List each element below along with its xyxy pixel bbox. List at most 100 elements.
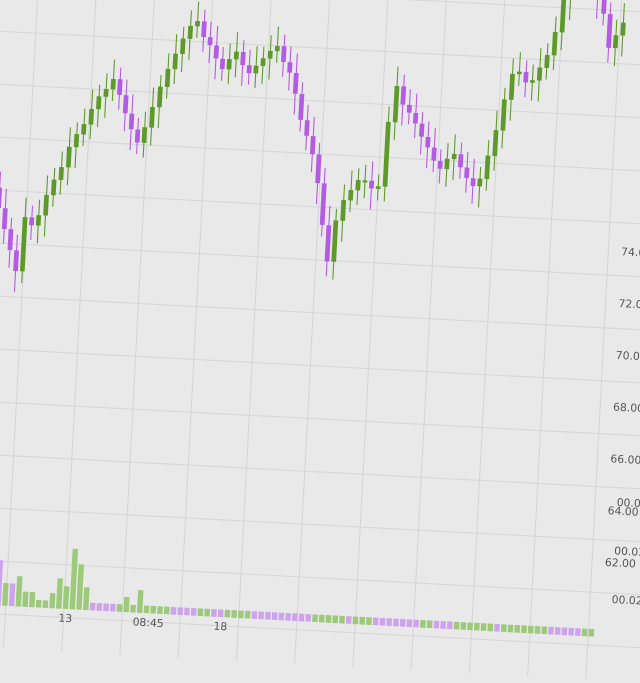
candle-body	[135, 129, 140, 142]
volume-bar	[353, 616, 359, 624]
candle-body	[530, 80, 535, 83]
volume-bar	[43, 600, 49, 608]
candle-body	[325, 225, 332, 261]
volume-bar	[339, 616, 345, 624]
grid-line-vertical	[3, 0, 39, 649]
volume-bar	[312, 614, 318, 622]
volume-bar	[373, 618, 379, 626]
volume-bar	[535, 626, 541, 634]
candle-body	[66, 147, 72, 168]
candle-body	[517, 72, 522, 75]
grid-line-horizontal	[0, 504, 640, 545]
candle-wick	[519, 52, 521, 86]
candle-body	[74, 134, 79, 147]
candle-body	[393, 86, 400, 122]
volume-bar	[555, 627, 561, 635]
volume-bar	[400, 619, 406, 627]
volume-bar	[191, 608, 197, 616]
volume-bar	[251, 611, 257, 619]
volume-bar	[474, 623, 480, 631]
price-tick-label: 70.00	[615, 349, 640, 364]
volume-bar	[130, 605, 136, 613]
volume-bar	[346, 616, 352, 624]
grid-line-vertical	[586, 0, 622, 679]
volume-bar	[501, 624, 507, 632]
candle-body	[247, 65, 252, 73]
grid-line-horizontal	[0, 398, 640, 439]
price-tick-label: 72.00	[618, 297, 640, 312]
candle-body	[298, 94, 304, 120]
candle-body	[383, 122, 391, 187]
volume-bar	[528, 626, 534, 634]
volume-bar	[420, 620, 426, 628]
volume-bar	[265, 612, 271, 620]
candle-body	[0, 187, 2, 208]
candle-body	[180, 38, 186, 54]
candle-body	[287, 62, 292, 73]
grid-line-horizontal	[0, 81, 640, 122]
volume-bar	[245, 611, 251, 619]
volume-bar	[386, 618, 392, 626]
price-tick-label: 66.00	[610, 452, 640, 467]
volume-bar	[285, 613, 291, 621]
candle-body	[157, 86, 163, 107]
candle-body	[8, 229, 14, 250]
candle-body	[281, 46, 287, 62]
candle-body	[88, 109, 94, 125]
candle-body	[537, 67, 542, 80]
volume-bar	[56, 578, 63, 608]
volume-bar	[157, 606, 163, 614]
volume-bar	[319, 615, 325, 623]
volume-bar	[123, 597, 129, 612]
volume-bar	[440, 621, 446, 629]
candle-body	[310, 136, 316, 154]
grid-line-vertical	[469, 0, 505, 673]
grid-line-vertical	[236, 0, 272, 661]
candle-body	[331, 220, 338, 262]
candle-body	[544, 55, 549, 68]
volume-tick-label: 00.04	[616, 496, 640, 511]
candle-body	[407, 105, 412, 113]
candle-body	[275, 46, 280, 51]
candle-body	[149, 107, 155, 128]
volume-bar	[380, 618, 386, 626]
volume-tick-label: 00.02	[611, 593, 640, 608]
volume-bar	[22, 592, 28, 607]
time-tick-label: 18	[213, 620, 228, 634]
volume-bar	[76, 564, 84, 610]
volume-bar	[204, 609, 210, 617]
candle-body	[601, 0, 607, 14]
volume-bar	[366, 617, 372, 625]
volume-bar	[575, 628, 581, 636]
price-tick-label: 74.00	[621, 245, 640, 260]
volume-bar	[487, 624, 493, 632]
volume-bar	[184, 608, 190, 616]
candle-body	[13, 250, 19, 271]
volume-bar	[36, 600, 42, 608]
candle-body	[438, 161, 443, 169]
candle-body	[165, 69, 171, 87]
volume-bar	[218, 609, 224, 617]
candle-body	[214, 45, 219, 58]
volume-bar	[144, 605, 150, 613]
volume-bar	[103, 603, 109, 611]
volume-bar	[231, 610, 237, 618]
candle-wick	[569, 0, 572, 20]
volume-bar	[90, 603, 96, 611]
volume-bar	[16, 576, 23, 606]
candle-body	[103, 89, 108, 97]
candle-body	[142, 127, 148, 143]
volume-bar	[49, 593, 55, 608]
candle-body	[208, 37, 213, 45]
grid-line-horizontal	[0, 293, 640, 334]
volume-tick-label: 00.03	[614, 544, 640, 559]
candle-body	[340, 200, 346, 221]
grid-line-vertical	[353, 0, 389, 667]
volume-bar	[332, 615, 338, 623]
volume-bar	[467, 622, 473, 630]
candle-body	[201, 21, 207, 37]
volume-bar	[171, 607, 177, 615]
volume-bar	[521, 625, 527, 633]
